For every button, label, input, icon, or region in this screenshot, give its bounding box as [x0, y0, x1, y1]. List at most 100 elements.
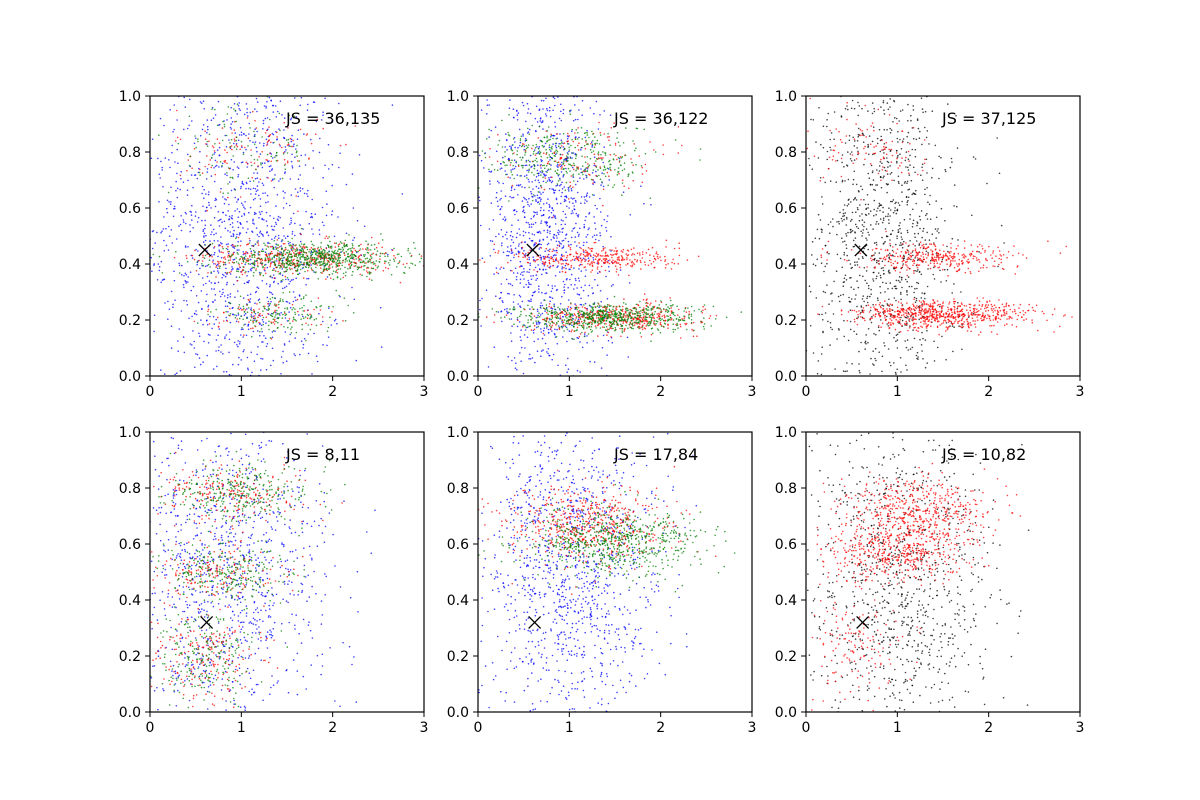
- scatter-point: [225, 146, 228, 148]
- scatter-point: [186, 304, 189, 306]
- scatter-point: [300, 243, 303, 245]
- scatter-point: [325, 254, 327, 256]
- scatter-point: [319, 137, 321, 140]
- scatter-point: [615, 154, 617, 157]
- scatter-point: [559, 231, 561, 233]
- scatter-point: [599, 254, 602, 257]
- scatter-point: [578, 293, 580, 296]
- scatter-point: [527, 178, 530, 181]
- scatter-point: [229, 257, 232, 259]
- scatter-point: [566, 254, 569, 257]
- scatter-point: [289, 178, 292, 180]
- scatter-point: [245, 103, 248, 105]
- scatter-point: [229, 231, 231, 233]
- scatter-point: [615, 260, 617, 263]
- scatter-point: [225, 316, 227, 319]
- scatter-point: [625, 253, 628, 255]
- scatter-point: [385, 252, 387, 255]
- scatter-point: [163, 124, 165, 127]
- scatter-point: [526, 169, 528, 172]
- scatter-point: [612, 306, 614, 308]
- scatter-point: [185, 282, 187, 284]
- scatter-point: [536, 350, 539, 353]
- scatter-point: [650, 263, 653, 265]
- scatter-point: [579, 333, 582, 335]
- scatter-point: [280, 281, 282, 283]
- scatter-point: [656, 316, 659, 319]
- scatter-point: [271, 257, 274, 259]
- scatter-point: [359, 261, 362, 264]
- scatter-point: [279, 216, 282, 219]
- scatter-point: [563, 200, 566, 203]
- scatter-point: [344, 258, 347, 261]
- scatter-point: [570, 307, 573, 310]
- scatter-point: [625, 316, 627, 318]
- scatter-point: [333, 242, 336, 244]
- scatter-point: [292, 291, 295, 293]
- scatter-point: [227, 243, 229, 245]
- scatter-point: [521, 246, 524, 249]
- scatter-point: [167, 191, 170, 194]
- scatter-point: [568, 190, 570, 192]
- scatter-point: [236, 318, 238, 320]
- scatter-point: [629, 214, 632, 216]
- scatter-point: [190, 214, 193, 216]
- scatter-point: [611, 341, 614, 344]
- scatter-point: [240, 271, 243, 273]
- scatter-point: [519, 273, 522, 276]
- scatter-point: [609, 153, 612, 156]
- scatter-point: [510, 187, 513, 189]
- scatter-point: [312, 262, 314, 265]
- scatter-point: [413, 241, 415, 244]
- scatter-point: [284, 286, 286, 289]
- scatter-point: [608, 179, 610, 181]
- scatter-point: [319, 246, 322, 248]
- scatter-point: [538, 181, 540, 184]
- scatter-point: [508, 251, 511, 253]
- scatter-point: [592, 312, 594, 314]
- scatter-point: [246, 108, 248, 110]
- scatter-point: [201, 264, 203, 267]
- scatter-point: [279, 129, 281, 132]
- scatter-point: [509, 283, 512, 285]
- scatter-point: [229, 296, 232, 298]
- scatter-point: [306, 255, 309, 258]
- scatter-point: [529, 262, 531, 265]
- scatter-point: [494, 126, 497, 128]
- scatter-point: [310, 260, 312, 262]
- scatter-point: [570, 212, 573, 215]
- scatter-point: [294, 253, 297, 255]
- scatter-point: [530, 329, 533, 331]
- scatter-point: [562, 280, 565, 283]
- scatter-point: [499, 168, 502, 170]
- scatter-point: [622, 248, 625, 251]
- scatter-point: [568, 245, 570, 247]
- scatter-point: [224, 134, 226, 137]
- scatter-point: [253, 130, 255, 133]
- scatter-point: [480, 159, 483, 162]
- scatter-point: [553, 249, 555, 252]
- scatter-point: [501, 242, 503, 244]
- scatter-point: [257, 240, 260, 242]
- scatter-point: [282, 153, 285, 155]
- scatter-point: [559, 158, 561, 160]
- scatter-point: [598, 239, 600, 242]
- scatter-point: [500, 291, 503, 294]
- scatter-point: [277, 215, 280, 218]
- scatter-point: [206, 293, 208, 296]
- scatter-point: [663, 326, 665, 328]
- scatter-point: [555, 185, 557, 187]
- scatter-point: [568, 135, 570, 137]
- scatter-point: [498, 233, 500, 235]
- scatter-point: [537, 152, 539, 154]
- scatter-point: [562, 176, 564, 178]
- scatter-point: [218, 219, 221, 221]
- scatter-point: [267, 324, 270, 327]
- scatter-point: [242, 297, 245, 299]
- scatter-point: [535, 185, 538, 188]
- scatter-point: [230, 217, 233, 219]
- scatter-point: [185, 300, 188, 302]
- scatter-point: [530, 223, 533, 225]
- scatter-point: [327, 237, 329, 240]
- scatter-point: [241, 327, 243, 329]
